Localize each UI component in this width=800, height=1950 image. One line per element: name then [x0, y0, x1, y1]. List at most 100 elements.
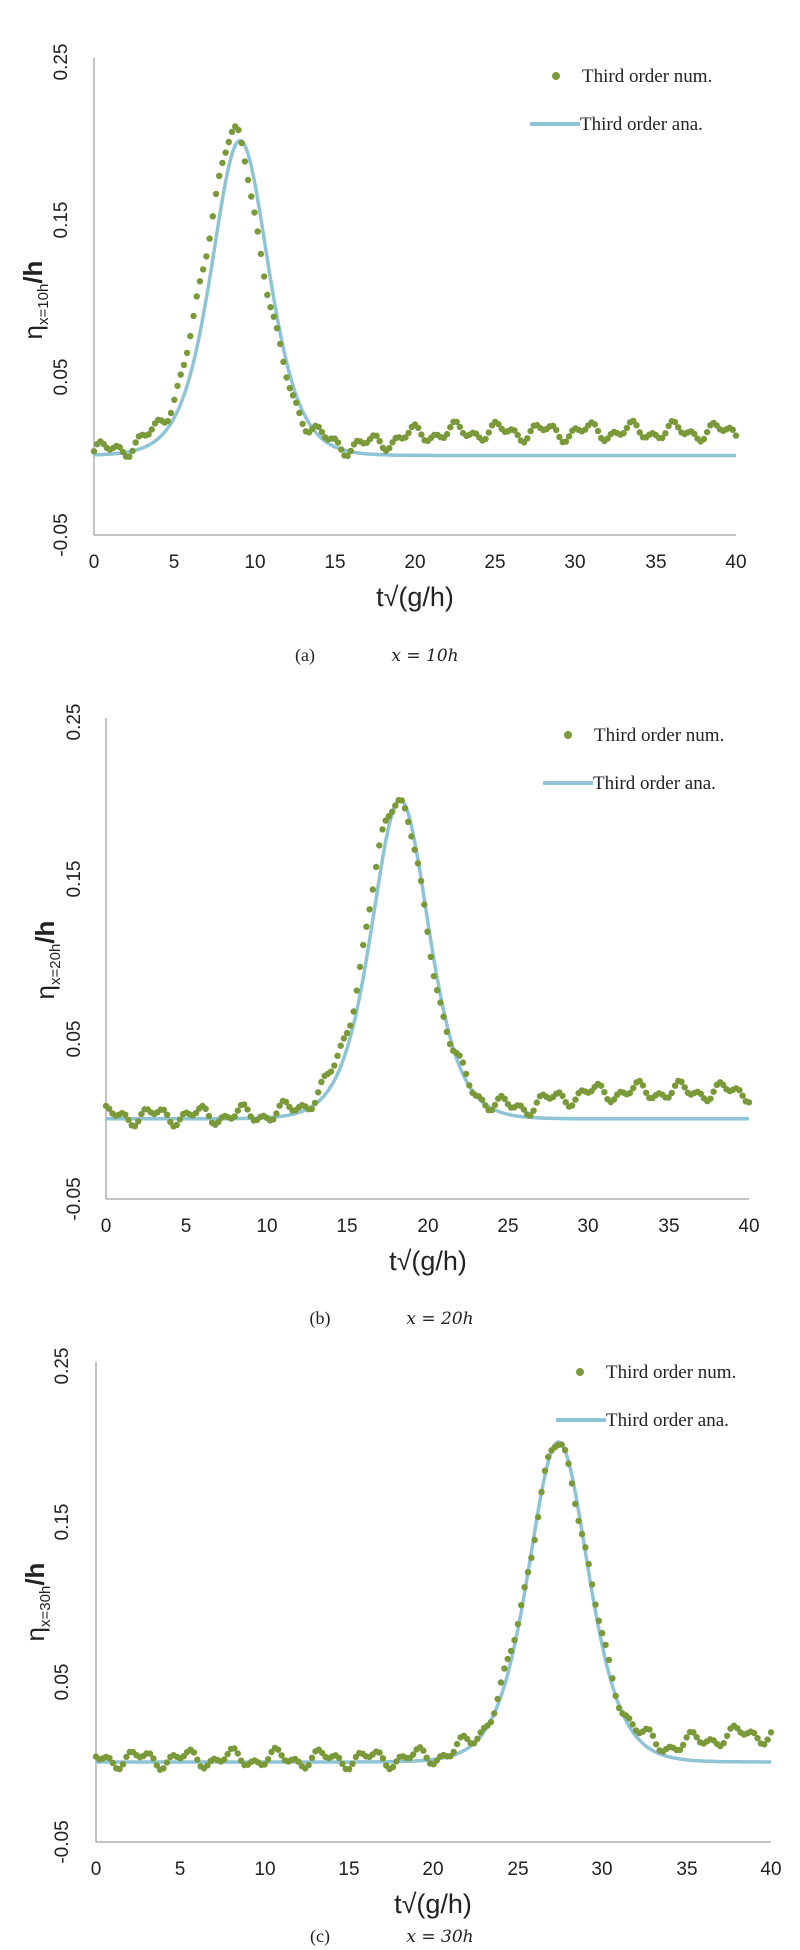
x-tick-label: 25 — [484, 552, 505, 573]
numerical-data-point — [183, 349, 191, 357]
numerical-data-point — [447, 424, 454, 431]
numerical-data-point — [453, 1740, 461, 1748]
y-tick-labels: -0.05 0.05 0.15 0.25 — [51, 44, 72, 557]
numerical-data-point — [530, 1107, 537, 1114]
numerical-data-point — [225, 138, 232, 146]
numerical-data-point — [241, 158, 249, 165]
x-tick-label: 35 — [645, 552, 666, 573]
numerical-data-point — [261, 1761, 268, 1768]
numerical-data-point — [521, 1584, 528, 1591]
numerical-data-point — [446, 1040, 454, 1048]
numerical-data-point — [267, 304, 274, 311]
numerical-data-point — [350, 1008, 357, 1015]
numerical-data-point — [402, 434, 409, 441]
numerical-data-point — [626, 1715, 633, 1722]
numerical-data-point — [190, 1749, 198, 1756]
plot-marks — [90, 123, 740, 460]
numerical-data-point — [558, 1441, 565, 1448]
numerical-data-point — [277, 340, 284, 348]
numerical-data-point — [244, 1106, 251, 1113]
numerical-data-point — [653, 1741, 660, 1748]
numerical-data-point — [257, 250, 265, 258]
numerical-data-point — [561, 1446, 569, 1454]
numerical-data-point — [148, 426, 155, 433]
numerical-data-point — [440, 1013, 447, 1020]
numerical-data-point — [146, 1750, 154, 1757]
numerical-data-point — [360, 941, 367, 949]
legend: Third order num. Third order ana. — [530, 66, 712, 135]
numerical-data-point — [385, 813, 393, 820]
numerical-data-point — [649, 1732, 657, 1739]
numerical-data-point — [212, 190, 220, 198]
numerical-data-point — [90, 448, 98, 455]
y-tick-labels: -0.05 0.05 0.15 0.25 — [52, 1348, 73, 1864]
numerical-data-point — [414, 860, 422, 867]
legend-label-numerical: Third order num. — [582, 66, 712, 87]
numerical-data-point — [639, 1082, 647, 1089]
numerical-data-point — [106, 1755, 113, 1762]
numerical-data-point — [585, 1560, 592, 1568]
numerical-data-point — [410, 1751, 417, 1758]
numerical-data-point — [376, 438, 383, 445]
numerical-data-point — [636, 429, 643, 436]
numerical-data-point — [466, 1082, 473, 1089]
numerical-data-point — [514, 431, 521, 439]
numerical-data-point — [339, 1760, 346, 1768]
numerical-data-point — [609, 1675, 616, 1682]
numerical-data-point — [630, 1084, 637, 1092]
numerical-data-point — [424, 928, 431, 935]
numerical-data-point — [761, 1741, 768, 1748]
x-tick-labels: 0 5 10 15 20 25 30 35 40 — [101, 1216, 760, 1237]
legend-marker-numerical — [564, 731, 572, 739]
numerical-data-point — [311, 1099, 319, 1107]
numerical-data-point — [398, 797, 405, 804]
numerical-data-point — [418, 431, 425, 438]
numerical-data-point — [199, 266, 207, 273]
numerical-data-point — [662, 430, 669, 437]
numerical-data-point — [231, 1745, 238, 1752]
numerical-data-point — [308, 1105, 315, 1113]
numerical-data-point — [122, 1111, 129, 1118]
numerical-data-point — [482, 1102, 489, 1109]
x-tick-label: 30 — [577, 1216, 598, 1237]
numerical-data-point — [592, 1601, 599, 1608]
x-tick-label: 10 — [244, 552, 265, 573]
numerical-data-point — [668, 1089, 675, 1097]
caption-letter: (b) — [310, 1308, 331, 1329]
caption-text: x = 20h — [406, 1309, 473, 1329]
numerical-data-point — [187, 332, 194, 340]
numerical-data-point — [456, 423, 464, 431]
numerical-data-point — [538, 1488, 545, 1496]
x-tick-label: 40 — [738, 1216, 759, 1237]
numerical-data-point — [456, 1052, 463, 1059]
numerical-data-point — [675, 424, 682, 431]
numerical-data-point — [562, 438, 570, 445]
numerical-data-point — [347, 1022, 354, 1029]
caption-text: x = 30h — [406, 1927, 473, 1947]
numerical-data-point — [224, 1750, 231, 1758]
numerical-data-point — [437, 999, 444, 1006]
x-tick-label: 0 — [91, 1859, 102, 1880]
numerical-data-point — [194, 1756, 201, 1763]
plot-marks — [92, 1440, 775, 1773]
numerical-data-point — [678, 1078, 685, 1086]
numerical-data-point — [276, 1102, 283, 1109]
numerical-data-point — [602, 1641, 609, 1649]
numerical-data-point — [408, 833, 415, 840]
legend: Third order num. Third order ana. — [543, 725, 724, 794]
numerical-data-point — [334, 1052, 341, 1060]
numerical-data-point — [177, 371, 184, 378]
numerical-data-point — [280, 358, 287, 366]
x-tick-label: 10 — [256, 1216, 277, 1237]
y-tick-label: 0.15 — [64, 861, 85, 898]
numerical-data-point — [541, 1467, 549, 1475]
numerical-data-point — [345, 1766, 353, 1773]
numerical-data-point — [534, 1513, 542, 1521]
numerical-data-point — [501, 1095, 508, 1103]
x-tick-label: 0 — [89, 552, 100, 573]
numerical-data-point — [723, 1732, 731, 1740]
numerical-data-point — [337, 1042, 344, 1049]
numerical-data-point — [176, 1116, 184, 1123]
x-axis-label: t√(g/h) — [376, 582, 454, 612]
numerical-data-point — [372, 863, 380, 871]
